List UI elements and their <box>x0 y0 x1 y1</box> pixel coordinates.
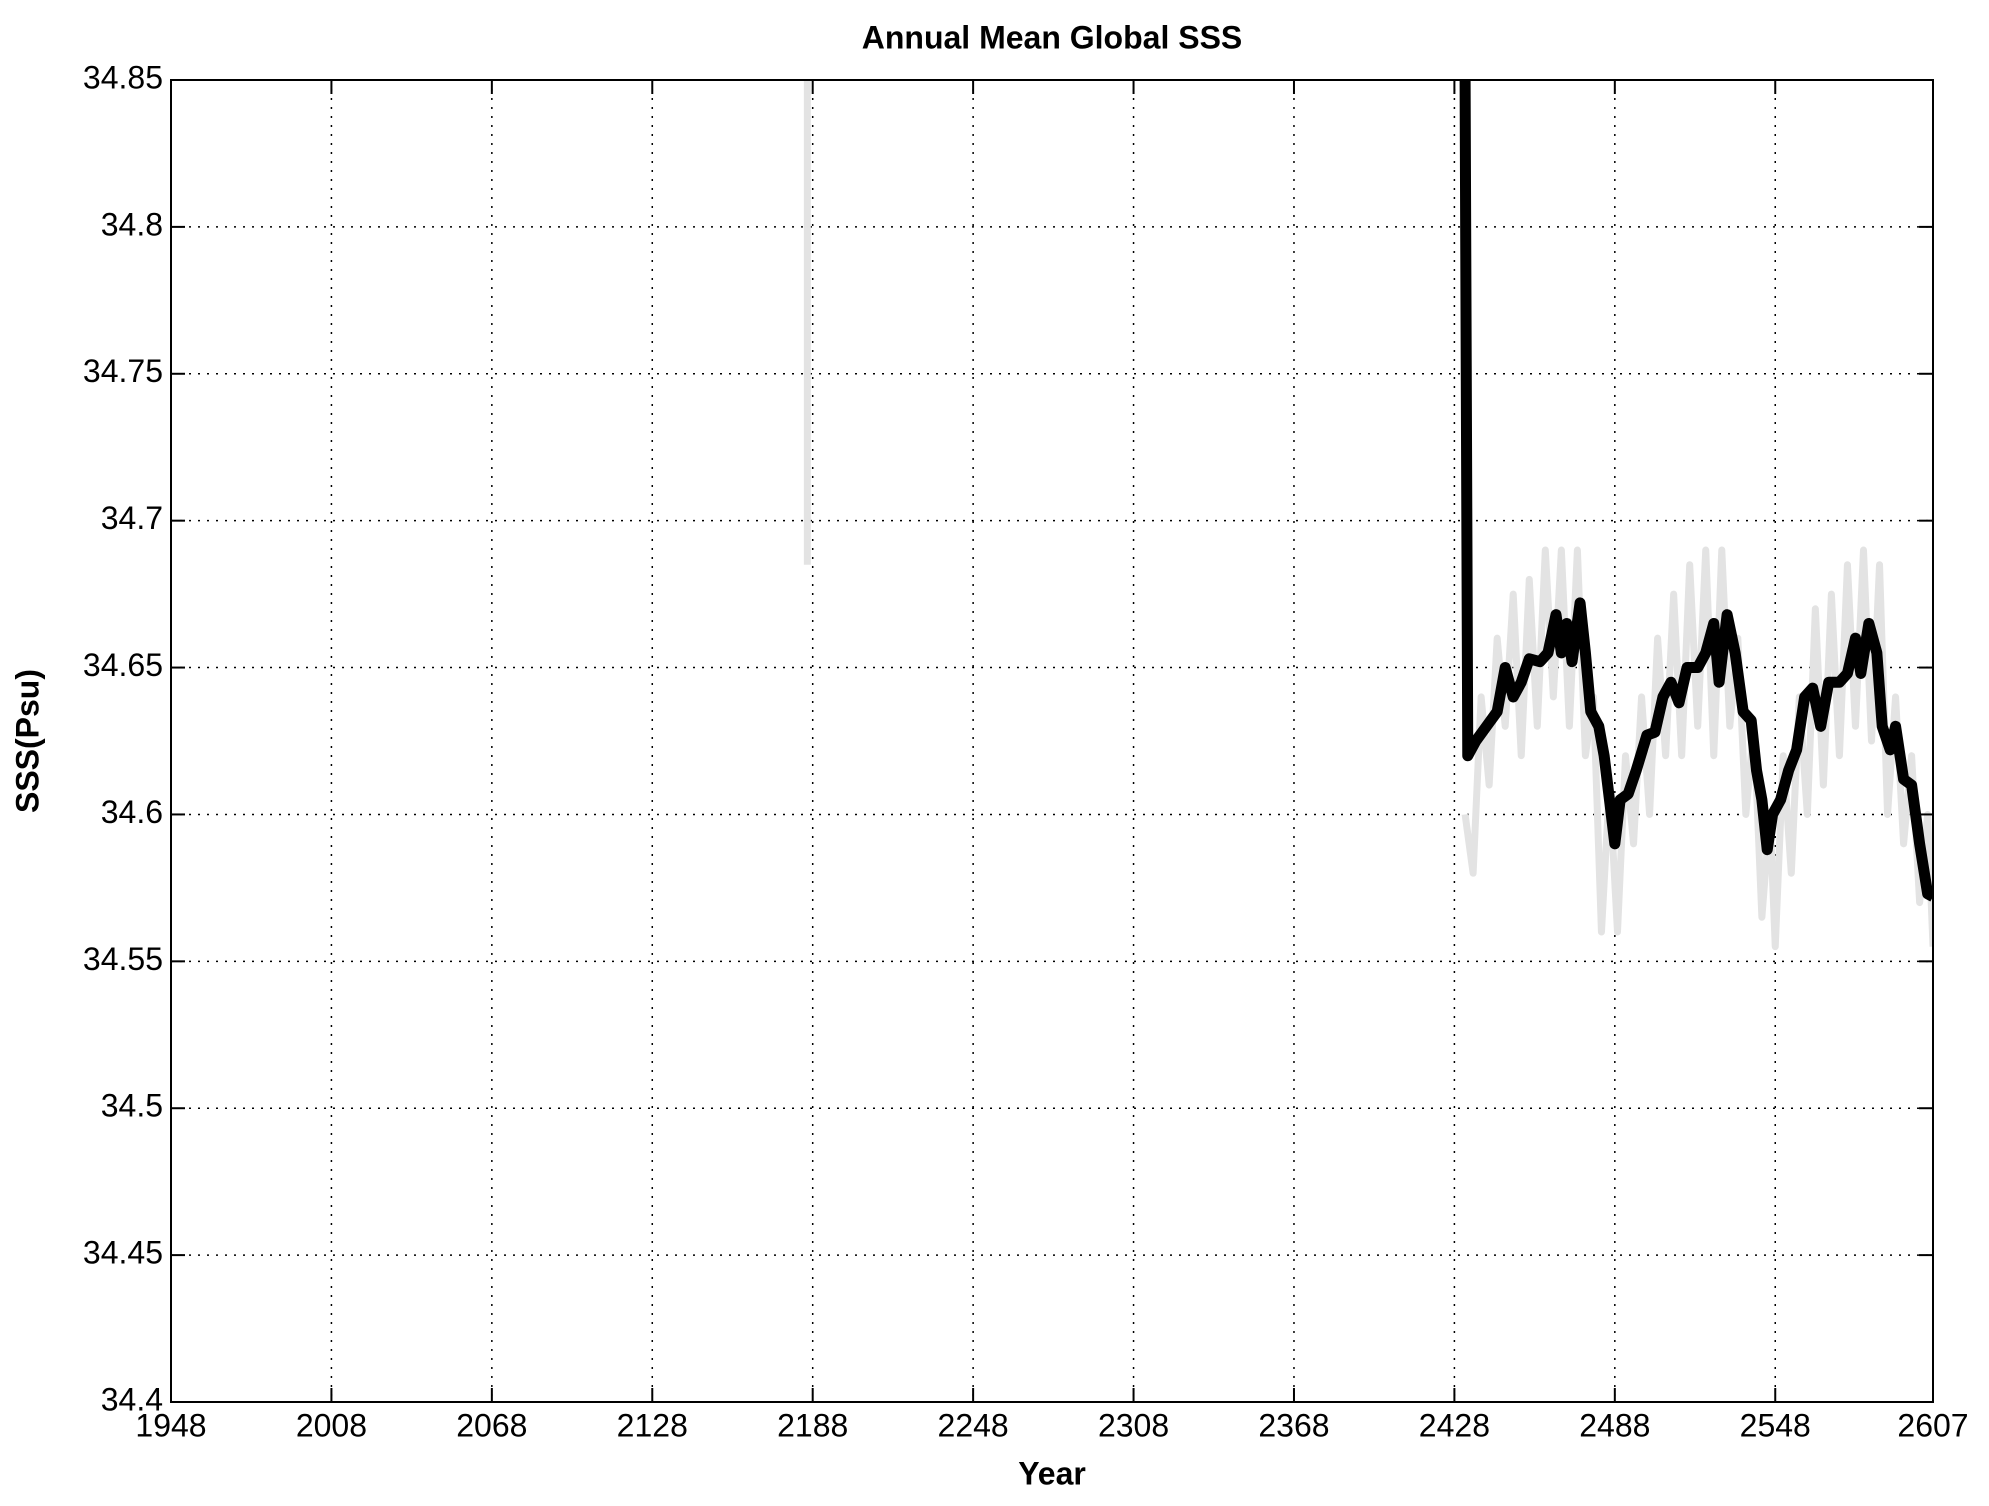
x-tick-label: 2308 <box>1098 1407 1169 1443</box>
x-tick-label: 2008 <box>296 1407 367 1443</box>
x-tick-label: 2188 <box>777 1407 848 1443</box>
y-tick-label: 34.5 <box>101 1088 163 1124</box>
y-tick-label: 34.6 <box>101 794 163 830</box>
x-tick-label: 2368 <box>1258 1407 1329 1443</box>
x-tick-label: 2607 <box>1897 1407 1968 1443</box>
y-tick-label: 34.4 <box>101 1381 163 1417</box>
x-tick-label: 2128 <box>617 1407 688 1443</box>
chart-title: Annual Mean Global SSS <box>862 19 1243 55</box>
y-tick-label: 34.85 <box>83 59 163 95</box>
y-tick-label: 34.8 <box>101 206 163 242</box>
x-tick-label: 1948 <box>135 1407 206 1443</box>
y-tick-label: 34.7 <box>101 500 163 536</box>
x-tick-label: 2248 <box>938 1407 1009 1443</box>
y-axis-label: SSS(Psu) <box>9 669 45 813</box>
axes-box <box>170 79 1934 1403</box>
series-line <box>1459 80 1933 902</box>
x-tick-label: 2488 <box>1579 1407 1650 1443</box>
series-line <box>803 80 1933 951</box>
plot-area <box>803 80 1933 951</box>
x-tick-label: 2068 <box>456 1407 527 1443</box>
x-axis-label: Year <box>1018 1455 1086 1491</box>
ticks: 34.4 34.45 34.5 34.55 34.6 34.65 34.7 34.75 34.8… <box>83 59 1969 1443</box>
x-tick-label: 2548 <box>1740 1407 1811 1443</box>
y-tick-label: 34.55 <box>83 941 163 977</box>
y-tick-label: 34.75 <box>83 353 163 389</box>
x-tick-label: 2428 <box>1419 1407 1490 1443</box>
y-tick-label: 34.45 <box>83 1235 163 1271</box>
y-tick-label: 34.65 <box>83 647 163 683</box>
